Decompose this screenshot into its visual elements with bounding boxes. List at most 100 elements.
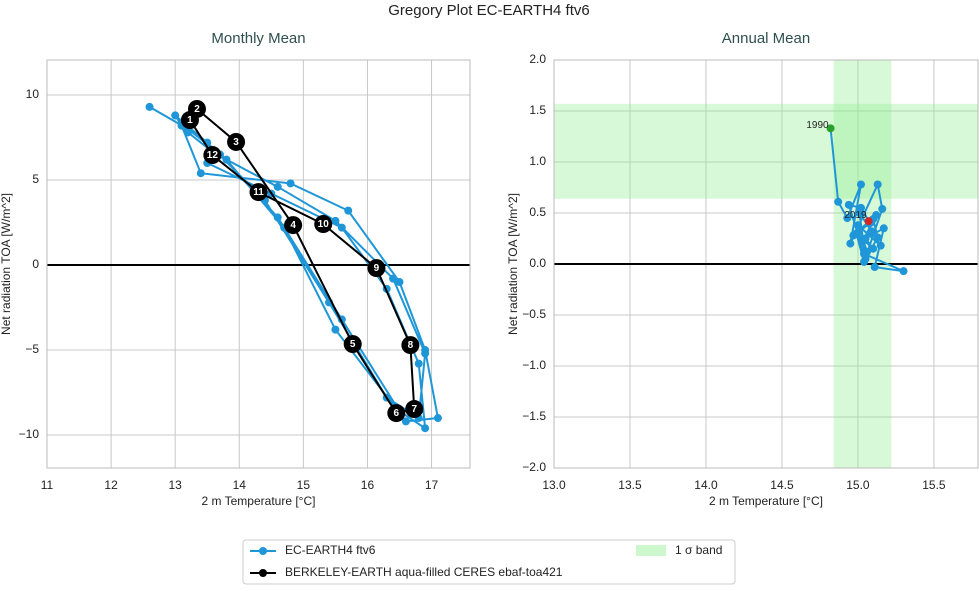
marker [387, 404, 406, 423]
marker [344, 206, 353, 215]
marker [337, 223, 346, 232]
marker [273, 213, 282, 222]
y-tick-label: −0.5 [522, 307, 546, 321]
marker [873, 180, 882, 189]
y-tick-label: 5 [32, 172, 39, 186]
point-label: 1 [187, 115, 193, 126]
marker [856, 180, 865, 189]
marker [222, 155, 231, 164]
y-tick-label: −2.0 [522, 460, 546, 474]
legend-label: BERKELEY-EARTH aqua-filled CERES ebaf-to… [285, 565, 563, 579]
point-label: 8 [408, 340, 414, 351]
x-tick-label: 15 [297, 478, 311, 492]
marker [853, 221, 862, 230]
legend-marker [259, 547, 267, 555]
plot-area [47, 60, 470, 468]
y-tick-label: −1.5 [522, 409, 546, 423]
marker [286, 179, 295, 188]
legend-band [636, 545, 666, 556]
marker [870, 263, 879, 272]
marker [849, 231, 858, 240]
point-label: 7 [411, 404, 417, 415]
marker [414, 359, 423, 368]
marker [405, 400, 424, 419]
legend-label: 1 σ band [675, 543, 722, 557]
marker [873, 233, 882, 242]
marker [314, 215, 333, 234]
marker [284, 216, 303, 235]
marker [187, 99, 206, 118]
y-axis-label: Net radiation TOA [W/m^2] [0, 193, 13, 335]
marker [203, 146, 222, 165]
marker [343, 335, 362, 354]
y-tick-label: 1.5 [529, 103, 546, 117]
plot-frame [46, 59, 471, 469]
point-label: 6 [394, 408, 400, 419]
y-tick-label: 0.0 [529, 256, 546, 270]
legend-label: EC-EARTH4 ftv6 [285, 543, 376, 557]
x-tick-label: 13.0 [542, 478, 566, 492]
marker [843, 214, 852, 223]
marker [421, 349, 430, 358]
y-tick-label: −10 [19, 427, 40, 441]
legend-marker [259, 569, 267, 577]
marker [869, 244, 878, 253]
x-tick-label: 13.5 [618, 478, 642, 492]
marker [834, 197, 843, 206]
marker [227, 132, 246, 151]
y-tick-label: 0 [32, 257, 39, 271]
marker [844, 200, 853, 209]
marker [421, 424, 430, 433]
marker [184, 128, 192, 137]
x-tick-label: 17 [425, 478, 439, 492]
marker [863, 247, 872, 256]
point-label: 2 [194, 104, 200, 115]
marker [867, 227, 876, 236]
marker [273, 182, 282, 191]
point-label: 10 [318, 219, 330, 230]
y-tick-label: −1.0 [522, 358, 546, 372]
marker [401, 336, 420, 355]
x-tick-label: 14.0 [694, 478, 718, 492]
sigma-band-y [554, 103, 978, 199]
x-tick-label: 15.0 [846, 478, 870, 492]
marker [878, 204, 887, 213]
marker [826, 124, 835, 133]
x-tick-label: 14 [233, 478, 247, 492]
marker [196, 169, 205, 178]
y-tick-label: 10 [26, 87, 40, 101]
plot-frame [553, 59, 979, 469]
point-label: 9 [374, 263, 380, 274]
y-tick-label: 2.0 [529, 52, 546, 66]
chart-title: Monthly Mean [211, 30, 305, 47]
annotation: 1990 [806, 120, 829, 131]
x-tick-label: 11 [41, 478, 54, 492]
marker [367, 259, 386, 278]
point-label: 5 [350, 339, 356, 350]
point-label: 4 [290, 220, 296, 231]
marker [879, 224, 888, 233]
marker [171, 111, 180, 120]
figure-title: Gregory Plot EC-EARTH4 ftv6 [388, 2, 589, 19]
marker [331, 325, 340, 334]
marker [331, 216, 340, 225]
y-axis-label: Net radiation TOA [W/m^2] [506, 193, 520, 335]
marker [395, 278, 404, 287]
marker [249, 183, 268, 202]
marker [389, 274, 398, 283]
marker [855, 209, 864, 217]
x-tick-label: 14.5 [770, 478, 794, 492]
legend-box [242, 539, 736, 585]
x-axis-label: 2 m Temperature [°C] [709, 494, 823, 508]
y-tick-label: 0.5 [529, 205, 546, 219]
marker [858, 237, 867, 246]
y-tick-label: −5 [25, 342, 39, 356]
point-label: 12 [207, 150, 219, 161]
marker [864, 217, 873, 226]
marker [876, 241, 885, 250]
marker [145, 102, 154, 111]
point-label: 3 [233, 137, 239, 148]
annotation: 2019 [844, 210, 867, 221]
marker [846, 239, 855, 248]
